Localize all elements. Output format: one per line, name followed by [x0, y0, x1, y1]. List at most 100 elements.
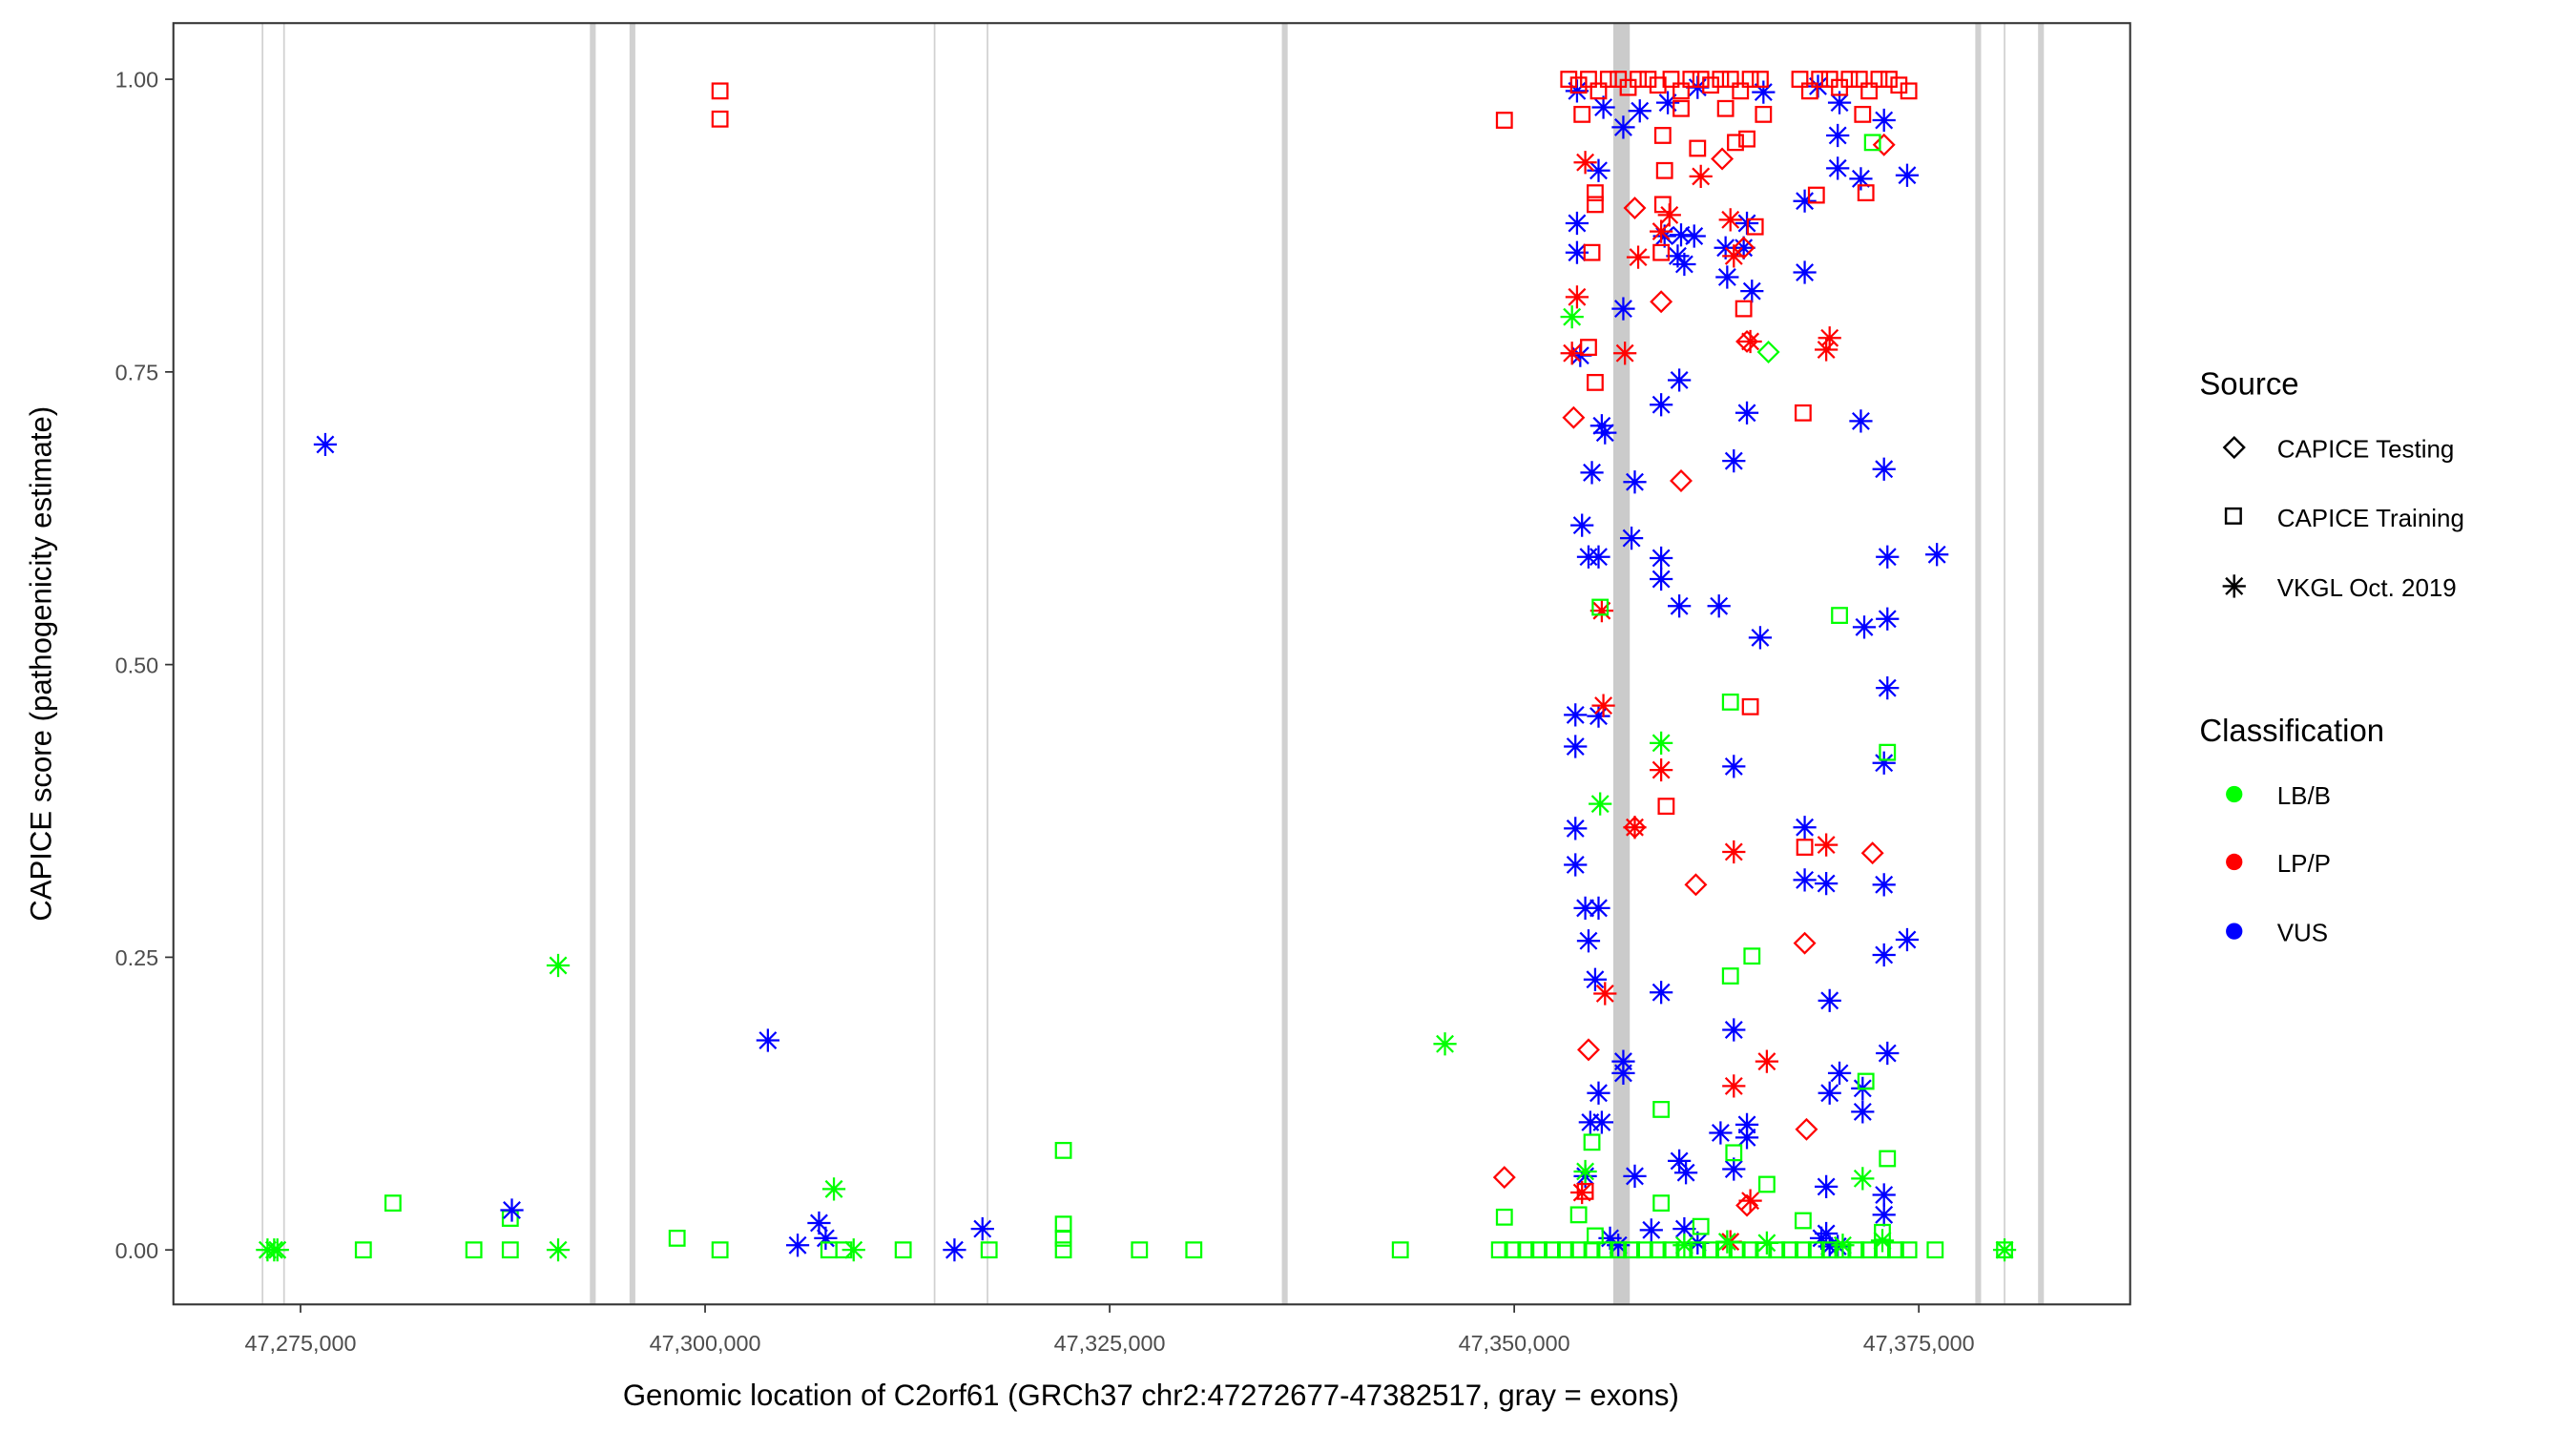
point-vkgl-vus	[1587, 896, 1610, 920]
point-vkgl-vus	[1673, 1161, 1698, 1185]
point-training-lpp	[1727, 134, 1744, 152]
point-vkgl-vus	[1740, 280, 1764, 303]
point-vkgl-vus	[1872, 1203, 1896, 1227]
point-training-lbb	[1741, 1241, 1759, 1259]
point-training-lpp	[1721, 71, 1739, 88]
point-vkgl-vus	[1793, 260, 1817, 284]
point-training-lbb	[668, 1230, 686, 1247]
point-vkgl-vus	[1587, 704, 1610, 728]
point-vkgl-lpp	[1815, 338, 1839, 362]
point-vkgl-vus	[1715, 265, 1739, 289]
point-vkgl-lbb	[1851, 1167, 1875, 1191]
exon-band	[1612, 23, 1631, 1305]
point-vkgl-lpp	[1722, 1074, 1746, 1098]
exon-band	[2004, 23, 2005, 1305]
point-training-lpp	[1870, 71, 1888, 88]
point-training-lpp	[1716, 99, 1735, 117]
point-vkgl-vus	[1722, 755, 1746, 778]
point-vkgl-vus	[1872, 1183, 1896, 1207]
point-training-lbb	[1504, 1241, 1522, 1259]
point-training-lpp	[1854, 105, 1872, 123]
point-vkgl-lpp	[1657, 203, 1681, 227]
point-vkgl-vus	[1666, 244, 1690, 268]
point-training-lpp	[1741, 697, 1759, 716]
point-vkgl-lpp	[1738, 329, 1762, 354]
point-vkgl-lbb	[841, 1238, 865, 1262]
y-axis-title: CAPICE score (pathogenicity estimate)	[25, 406, 58, 922]
point-vkgl-lpp	[1613, 342, 1637, 365]
legend-class-lbb: LB/B	[2277, 781, 2331, 810]
point-training-lpp	[1580, 71, 1597, 88]
point-vkgl-vus	[1583, 967, 1608, 991]
legend-class-lpp: LP/P	[2277, 849, 2331, 878]
x-axis-title: Genomic location of C2orf61 (GRCh37 chr2…	[623, 1379, 1679, 1412]
point-vkgl-vus	[1852, 615, 1877, 639]
point-training-lpp	[1569, 76, 1588, 94]
point-vkgl-lpp	[1722, 244, 1746, 268]
exon-bands	[261, 23, 2045, 1305]
point-vkgl-lpp	[1818, 326, 1841, 350]
point-training-lpp	[1860, 82, 1879, 100]
point-training-lbb	[1556, 1241, 1574, 1259]
point-vkgl-vus	[1672, 1216, 1696, 1241]
point-training-lpp	[1738, 130, 1755, 148]
point-training-lbb	[1391, 1241, 1409, 1259]
point-training-lbb	[1054, 1241, 1072, 1259]
point-vkgl-lpp	[1626, 245, 1651, 269]
point-vkgl-vus	[943, 1238, 966, 1262]
exon-band	[1281, 23, 1288, 1305]
y-tick-label: 0.75	[115, 361, 158, 385]
point-training-lpp	[711, 110, 729, 128]
point-training-lpp	[1495, 112, 1513, 129]
point-vkgl-lbb	[1573, 1159, 1597, 1184]
point-training-lbb	[1054, 1230, 1072, 1247]
point-vkgl-vus	[1818, 1081, 1841, 1105]
point-training-lpp	[1880, 71, 1898, 88]
point-testing-lpp	[1872, 133, 1896, 156]
point-vkgl-lpp	[1722, 840, 1746, 864]
point-training-lbb	[1926, 1241, 1944, 1259]
point-training-lpp	[1599, 71, 1617, 88]
point-training-lbb	[1054, 1141, 1072, 1159]
point-vkgl-vus	[1564, 853, 1588, 877]
exon-band	[2038, 23, 2045, 1305]
point-training-lbb	[1692, 1217, 1710, 1235]
point-training-lbb	[1689, 1241, 1707, 1259]
point-testing-lpp	[1650, 290, 1673, 314]
point-training-lbb	[1596, 1241, 1614, 1259]
x-tick-label: 47,300,000	[650, 1331, 761, 1356]
y-tick-label: 1.00	[115, 68, 158, 93]
legend-source-training: CAPICE Training	[2277, 504, 2464, 532]
point-vkgl-vus	[1587, 158, 1610, 182]
point-vkgl-vus	[970, 1216, 994, 1241]
panel-border	[172, 22, 2131, 1306]
point-training-lpp	[1692, 71, 1710, 88]
point-vkgl-vus	[1876, 676, 1900, 700]
point-vkgl-lpp	[1573, 151, 1597, 175]
point-training-lbb	[1702, 1241, 1719, 1259]
point-testing-lpp	[1793, 931, 1817, 955]
point-training-lpp	[1735, 300, 1753, 318]
point-training-lpp	[1630, 71, 1647, 88]
point-vkgl-vus	[1589, 414, 1614, 438]
point-testing-lpp	[1562, 405, 1586, 429]
point-vkgl-vus	[1815, 871, 1839, 896]
point-testing-lpp	[1492, 1166, 1516, 1190]
legend-class-vus: VUS	[2277, 919, 2328, 947]
point-training-lpp	[1560, 71, 1578, 88]
point-vkgl-lpp	[1565, 285, 1589, 309]
y-tick-label: 0.25	[115, 945, 158, 970]
point-training-lbb	[1996, 1241, 2013, 1259]
point-vkgl-vus	[1589, 1110, 1614, 1134]
point-vkgl-vus	[1722, 1018, 1746, 1042]
point-vkgl-vus	[1565, 240, 1589, 264]
point-training-lpp	[1746, 218, 1764, 236]
exon-band	[1975, 23, 1982, 1305]
point-training-lbb	[1725, 1144, 1743, 1162]
point-training-lbb	[1834, 1241, 1852, 1259]
point-vkgl-vus	[1628, 99, 1652, 123]
point-vkgl-vus	[1872, 457, 1896, 481]
asterisk-icon	[2222, 574, 2246, 598]
point-training-lbb	[1794, 1241, 1812, 1259]
point-training-lbb	[1874, 1241, 1891, 1259]
